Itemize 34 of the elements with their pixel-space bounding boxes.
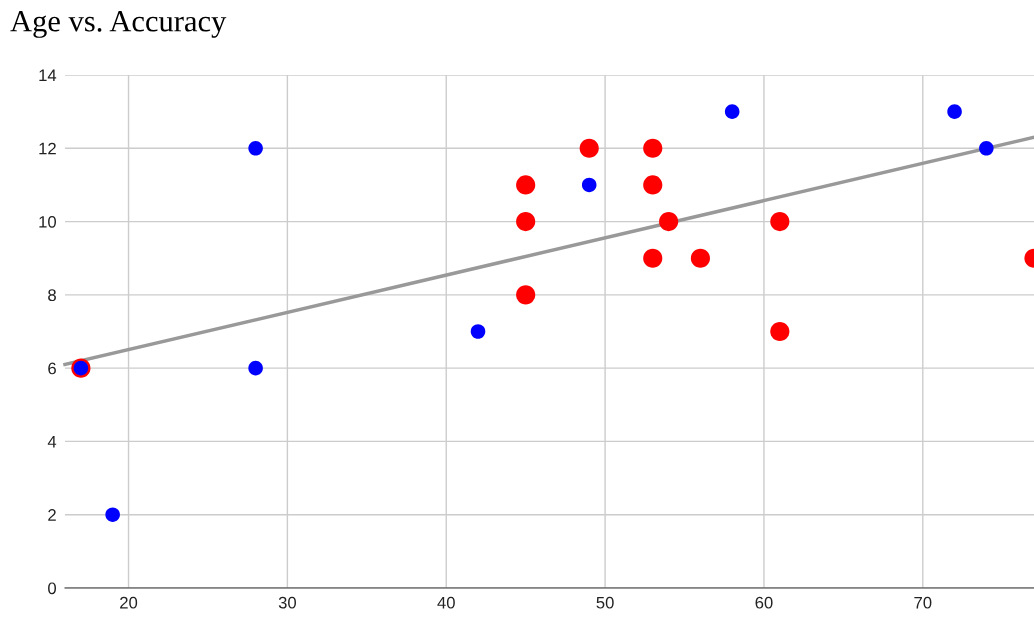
y-tick-label: 4 (47, 436, 57, 448)
y-tick-label: 8 (48, 289, 56, 302)
x-tick-label: 20 (120, 596, 138, 609)
x-tick-label: 50 (596, 596, 614, 609)
point (581, 177, 597, 193)
y-tick-label: 12 (39, 142, 56, 155)
point (516, 175, 536, 195)
x-tick-label: 30 (278, 596, 297, 609)
point (516, 285, 536, 305)
x-tick-label: 40 (437, 596, 455, 609)
y-tick-label: 14 (39, 69, 57, 82)
point (105, 507, 120, 522)
point (659, 212, 679, 232)
point (724, 104, 740, 119)
point (770, 321, 790, 342)
chart-title: Age vs. Accuracy (10, 11, 227, 38)
x-tick-label: 60 (755, 596, 773, 609)
point (643, 248, 663, 268)
y-tick-label: 6 (48, 362, 56, 375)
point (690, 248, 710, 268)
point (248, 360, 263, 376)
point (643, 175, 663, 195)
point (770, 212, 790, 232)
point (470, 324, 486, 339)
point (979, 141, 994, 156)
y-tick-label: 10 (39, 215, 57, 228)
y-tick-label: 2 (48, 509, 56, 521)
x-tick-label: 70 (914, 596, 932, 609)
point (947, 104, 962, 119)
point (643, 138, 663, 158)
y-tick-label: 0 (48, 582, 57, 595)
point (516, 212, 536, 232)
point (248, 141, 263, 156)
point (579, 138, 599, 158)
